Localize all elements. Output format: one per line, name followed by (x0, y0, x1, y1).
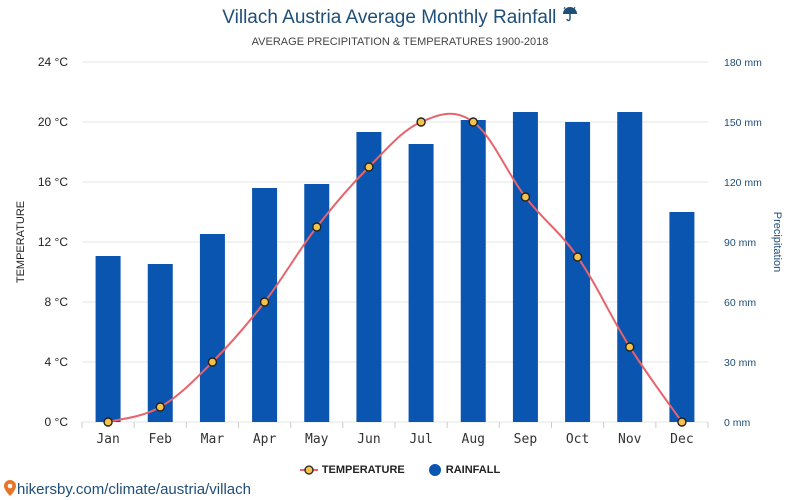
x-tick-label: Apr (253, 432, 277, 447)
chart-subtitle: AVERAGE PRECIPITATION & TEMPERATURES 190… (251, 36, 549, 48)
y-tick-left: 24 °C (38, 55, 68, 69)
temperature-point (677, 417, 687, 427)
x-tick-label: Jun (357, 432, 380, 447)
temperature-point (103, 417, 113, 427)
rainfall-bar (460, 120, 486, 422)
temperature-point (572, 252, 583, 262)
chart-title-text: Villach Austria Average Monthly Rainfall (222, 7, 557, 28)
x-tick-label: Aug (462, 432, 485, 447)
line-marker-icon (299, 465, 318, 475)
bar-marker-icon (428, 464, 441, 476)
x-tick-label: Feb (149, 432, 173, 447)
rainfall-bar (199, 234, 225, 422)
temperature-line (107, 112, 683, 423)
rainfall-bar (408, 144, 434, 422)
x-tick-label: Jul (409, 432, 432, 447)
legend-label-temperature: TEMPERATURE (321, 464, 405, 476)
y-axis-title-left: TEMPERATURE (15, 201, 27, 283)
y-tick-right: 90 mm (724, 237, 756, 249)
rainfall-temperature-chart: 0 °C 0 mm 4 °C 30 mm 8 °C 60 mm 12 °C 90 mm 16 °… (15, 55, 783, 447)
y-tick-right: 150 mm (724, 117, 762, 129)
umbrella-rain-icon (562, 6, 577, 22)
temperature-point (625, 342, 635, 352)
legend-label-rainfall: RAINFALL (445, 463, 501, 476)
temperature-point (312, 222, 322, 232)
temperature-point (520, 192, 531, 202)
rainfall-bar (356, 132, 382, 422)
rainfall-bar (512, 112, 538, 422)
x-tick-label: Dec (670, 432, 693, 447)
y-tick-left: 8 °C (45, 295, 69, 309)
chart-legend: TEMPERATURE RAINFALL (0, 463, 800, 477)
x-tick-label: Oct (566, 432, 589, 447)
source-link-text: hikersby.com/climate/austria/villach (17, 481, 251, 498)
y-tick-right: 60 mm (724, 297, 756, 309)
y-tick-right: 120 mm (724, 177, 762, 189)
temperature-point (207, 357, 218, 367)
chart-title: Villach Austria Average Monthly Rainfall (0, 6, 800, 29)
temperature-point (155, 402, 165, 412)
temperature-point (364, 162, 374, 172)
source-link[interactable]: hikersby.com/climate/austria/villach (4, 480, 251, 498)
x-tick-label: Jan (96, 432, 119, 447)
y-tick-left: 0 °C (45, 415, 69, 429)
legend-item-rainfall[interactable]: RAINFALL (428, 463, 500, 477)
y-axis-title-right: Precipitation (771, 212, 783, 273)
x-tick-label: Nov (618, 432, 642, 447)
temperature-point (259, 297, 270, 307)
legend-item-temperature[interactable]: TEMPERATURE (299, 464, 405, 476)
rainfall-bar (304, 184, 330, 422)
rainfall-bar (669, 212, 695, 422)
y-tick-right: 0 mm (724, 417, 751, 429)
y-tick-right: 30 mm (724, 357, 756, 369)
map-pin-icon (4, 480, 16, 496)
temperature-point (416, 117, 426, 127)
rainfall-bar (95, 256, 121, 422)
y-tick-left: 4 °C (45, 355, 69, 369)
rainfall-bar (617, 112, 643, 422)
x-tick-label: May (305, 432, 329, 447)
y-tick-left: 12 °C (38, 235, 68, 249)
x-tick-label: Mar (201, 432, 225, 447)
temperature-point (468, 117, 478, 127)
rainfall-bar (147, 264, 173, 422)
rainfall-bar (565, 122, 591, 422)
y-tick-right: 180 mm (724, 57, 762, 69)
y-tick-left: 20 °C (38, 115, 68, 129)
y-tick-left: 16 °C (38, 175, 68, 189)
x-tick-label: Sep (514, 432, 538, 447)
